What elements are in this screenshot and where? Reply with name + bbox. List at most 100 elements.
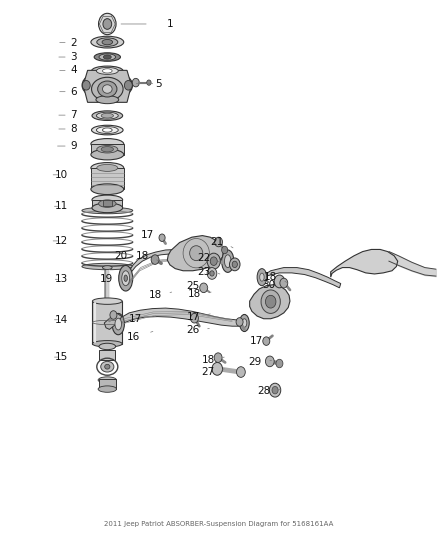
Circle shape	[210, 271, 214, 276]
Text: 25: 25	[186, 281, 199, 291]
Circle shape	[147, 80, 151, 85]
Text: 17: 17	[187, 312, 200, 321]
Text: 2011 Jeep Patriot ABSORBER-Suspension Diagram for 5168161AA: 2011 Jeep Patriot ABSORBER-Suspension Di…	[104, 521, 334, 527]
Circle shape	[207, 253, 220, 269]
Circle shape	[222, 246, 228, 254]
Ellipse shape	[97, 146, 118, 153]
Circle shape	[280, 278, 288, 288]
Ellipse shape	[96, 96, 119, 104]
Text: 15: 15	[55, 352, 68, 362]
Ellipse shape	[92, 66, 123, 76]
Ellipse shape	[101, 361, 114, 372]
Ellipse shape	[92, 125, 123, 135]
Text: 21: 21	[210, 237, 223, 247]
Circle shape	[276, 359, 283, 368]
Ellipse shape	[92, 77, 123, 101]
Text: 22: 22	[197, 253, 210, 263]
Circle shape	[207, 268, 217, 279]
Bar	[103, 200, 112, 206]
Circle shape	[214, 353, 222, 362]
Ellipse shape	[96, 127, 118, 134]
Polygon shape	[125, 249, 227, 284]
Text: 30: 30	[262, 280, 275, 289]
Ellipse shape	[91, 149, 124, 160]
Text: 8: 8	[70, 124, 77, 134]
Circle shape	[215, 237, 223, 247]
Circle shape	[230, 258, 240, 271]
Ellipse shape	[99, 200, 116, 207]
Text: 16: 16	[127, 332, 140, 342]
Bar	[92, 200, 122, 208]
Text: 14: 14	[55, 315, 68, 325]
Text: 1: 1	[166, 19, 173, 29]
Text: 9: 9	[70, 141, 77, 151]
Text: 2: 2	[70, 38, 77, 47]
Text: 3: 3	[70, 52, 77, 62]
Ellipse shape	[97, 38, 118, 46]
Ellipse shape	[98, 386, 117, 392]
Circle shape	[237, 367, 245, 377]
Ellipse shape	[257, 269, 267, 286]
Circle shape	[265, 295, 276, 308]
Circle shape	[103, 19, 112, 29]
Bar	[91, 144, 124, 155]
Ellipse shape	[105, 365, 110, 369]
Bar	[92, 301, 122, 344]
Ellipse shape	[222, 250, 234, 272]
Text: 29: 29	[249, 358, 262, 367]
Text: 11: 11	[55, 201, 68, 211]
Circle shape	[236, 318, 243, 326]
Ellipse shape	[190, 246, 203, 261]
Polygon shape	[104, 313, 122, 329]
Ellipse shape	[119, 265, 133, 291]
Ellipse shape	[101, 114, 113, 118]
Ellipse shape	[242, 319, 247, 327]
Ellipse shape	[82, 207, 133, 214]
Ellipse shape	[91, 36, 124, 48]
Ellipse shape	[98, 81, 117, 97]
Ellipse shape	[92, 111, 123, 120]
Text: 4: 4	[70, 66, 77, 75]
Polygon shape	[115, 308, 244, 330]
Circle shape	[151, 255, 159, 264]
Text: 28: 28	[258, 386, 271, 396]
Ellipse shape	[101, 147, 113, 152]
Text: 18: 18	[264, 272, 277, 282]
Ellipse shape	[97, 164, 118, 172]
Circle shape	[110, 311, 117, 319]
Text: 19: 19	[100, 274, 113, 284]
Circle shape	[269, 383, 281, 397]
Text: 17: 17	[141, 230, 154, 239]
Text: 18: 18	[136, 251, 149, 261]
Text: 18: 18	[149, 290, 162, 300]
Ellipse shape	[96, 68, 118, 74]
Ellipse shape	[96, 112, 118, 119]
Text: 20: 20	[114, 252, 127, 261]
Bar	[91, 168, 124, 189]
Ellipse shape	[92, 298, 122, 304]
Text: 26: 26	[187, 326, 200, 335]
Ellipse shape	[99, 343, 116, 350]
Circle shape	[263, 337, 270, 345]
Text: 17: 17	[129, 314, 142, 324]
Ellipse shape	[92, 195, 123, 205]
Circle shape	[82, 80, 90, 90]
Ellipse shape	[82, 263, 133, 270]
Polygon shape	[260, 268, 341, 288]
Circle shape	[132, 78, 139, 87]
Ellipse shape	[99, 54, 116, 60]
Ellipse shape	[102, 85, 112, 93]
Bar	[99, 350, 115, 360]
Circle shape	[159, 234, 165, 241]
Text: 18: 18	[201, 355, 215, 365]
Ellipse shape	[102, 69, 112, 73]
Text: 27: 27	[201, 367, 215, 376]
Ellipse shape	[98, 377, 117, 383]
Ellipse shape	[260, 273, 264, 281]
Ellipse shape	[91, 139, 124, 149]
Bar	[99, 379, 116, 389]
Ellipse shape	[91, 163, 124, 173]
Text: 7: 7	[70, 110, 77, 120]
Ellipse shape	[92, 341, 122, 347]
Text: 17: 17	[250, 336, 263, 346]
